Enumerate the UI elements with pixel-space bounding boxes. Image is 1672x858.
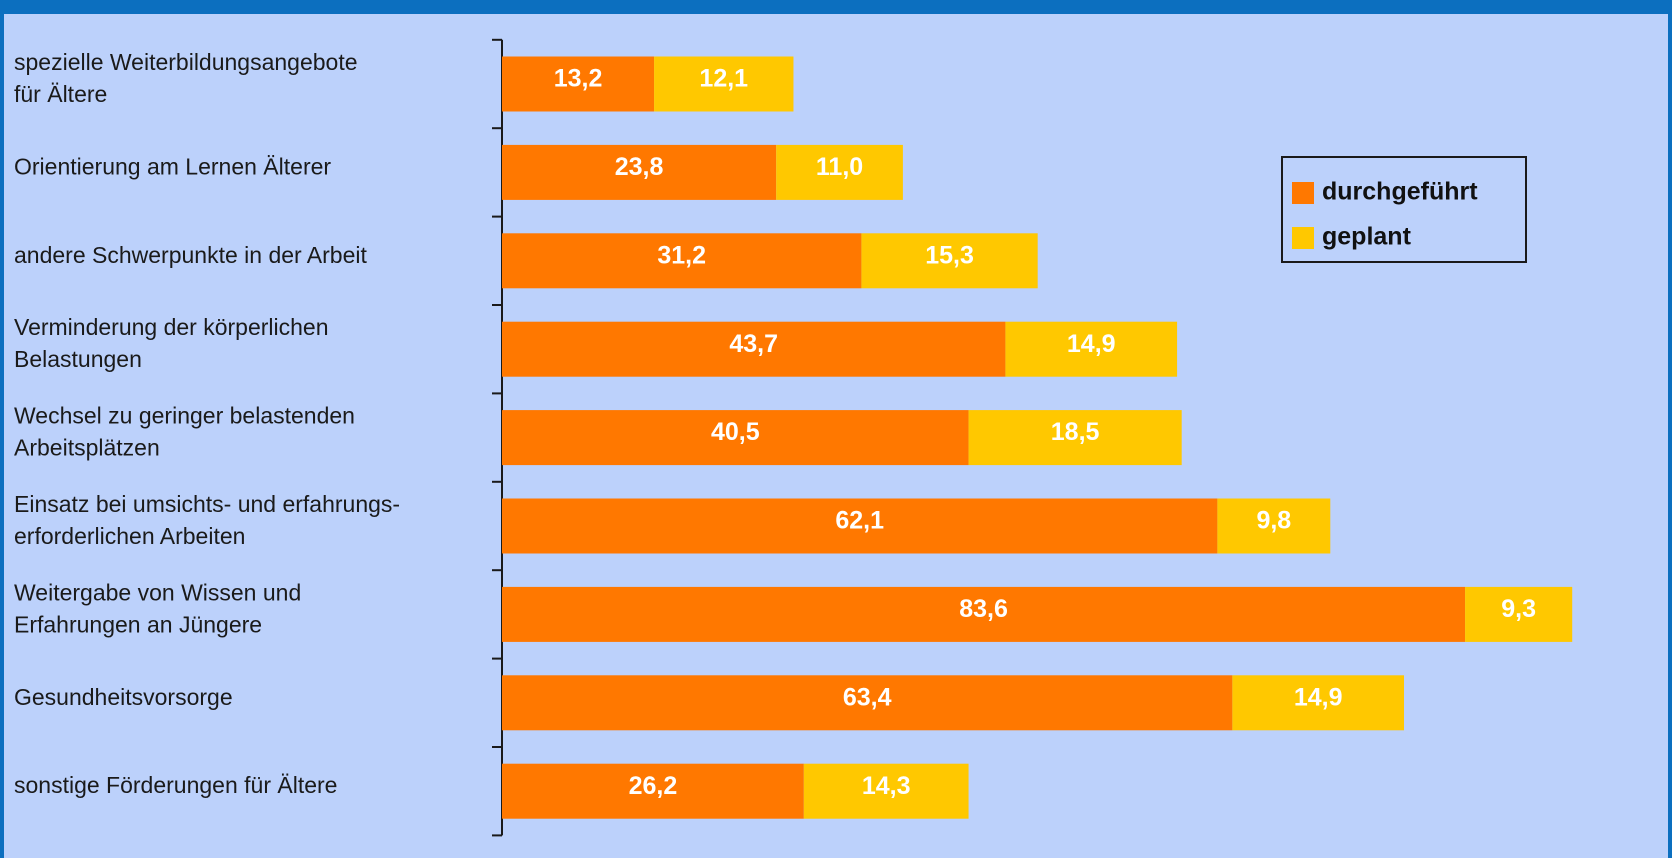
bar-durchgefuehrt	[502, 763, 804, 819]
data-label-durchgefuehrt: 31,2	[657, 241, 706, 269]
bar-durchgefuehrt	[502, 675, 1233, 731]
bar-geplant	[968, 410, 1182, 466]
data-label-durchgefuehrt: 83,6	[959, 595, 1008, 623]
data-label-geplant: 9,3	[1501, 595, 1536, 623]
legend-swatch	[1292, 182, 1314, 204]
data-label-geplant: 18,5	[1051, 418, 1100, 446]
legend-label: geplant	[1322, 223, 1412, 251]
bar-durchgefuehrt	[502, 233, 862, 289]
data-label-durchgefuehrt: 43,7	[729, 330, 778, 358]
category-label-line: Einsatz bei umsichts- und erfahrungs-	[14, 491, 400, 517]
category-label: Gesundheitsvorsorge	[14, 684, 233, 710]
category-label-line: Erfahrungen an Jüngere	[14, 611, 262, 637]
category-label: spezielle Weiterbildungsangebote für Älte…	[14, 49, 358, 107]
data-label-geplant: 11,0	[816, 153, 863, 181]
data-label-durchgefuehrt: 26,2	[629, 772, 678, 800]
bar-geplant	[776, 144, 903, 200]
category-label-line: erforderlichen Arbeiten	[14, 523, 245, 549]
data-label-geplant: 9,8	[1256, 507, 1291, 535]
category-label-line: spezielle Weiterbildungsangebote	[14, 49, 358, 75]
bar-geplant	[1005, 321, 1178, 377]
bar-durchgefuehrt	[502, 56, 655, 112]
legend-swatch	[1292, 227, 1314, 249]
data-label-geplant: 14,9	[1067, 330, 1116, 358]
bar-durchgefuehrt	[502, 144, 777, 200]
category-label-line: andere Schwerpunkte in der Arbeit	[14, 242, 367, 268]
bar-geplant	[1232, 675, 1405, 731]
category-label-line: Orientierung am Lernen Älterer	[14, 153, 331, 179]
data-label-durchgefuehrt: 63,4	[843, 683, 892, 711]
bar-geplant	[861, 233, 1038, 289]
bar-geplant	[654, 56, 794, 112]
category-label-line: sonstige Förderungen für Ältere	[14, 772, 337, 798]
legend-label: durchgeführt	[1322, 178, 1478, 206]
bar-geplant	[1217, 498, 1331, 554]
category-label: Einsatz bei umsichts- und erfahrungs-erf…	[14, 491, 400, 549]
data-label-durchgefuehrt: 23,8	[615, 153, 664, 181]
category-label: sonstige Förderungen für Ältere	[14, 772, 337, 798]
category-label: andere Schwerpunkte in der Arbeit	[14, 242, 367, 268]
data-label-geplant: 12,1	[699, 65, 748, 93]
data-label-geplant: 15,3	[925, 241, 974, 269]
bar-durchgefuehrt	[502, 586, 1466, 642]
bar-durchgefuehrt	[502, 321, 1006, 377]
bar-durchgefuehrt	[502, 410, 969, 466]
category-label-line: für Ältere	[14, 81, 107, 107]
category-label-line: Belastungen	[14, 346, 142, 372]
bar-geplant	[1465, 586, 1573, 642]
category-label-line: Verminderung der körperlichen	[14, 314, 329, 340]
category-label-line: Arbeitsplätzen	[14, 435, 160, 461]
category-label: Wechsel zu geringer belastenden Arbeitspl…	[14, 403, 355, 461]
data-label-durchgefuehrt: 13,2	[554, 65, 603, 93]
data-label-geplant: 14,9	[1294, 683, 1343, 711]
category-label: Weitergabe von Wissen und Erfahrungen an …	[14, 579, 301, 637]
data-label-durchgefuehrt: 40,5	[711, 418, 760, 446]
bar-durchgefuehrt	[502, 498, 1218, 554]
category-label-line: Weitergabe von Wissen und	[14, 579, 301, 605]
category-label-line: Gesundheitsvorsorge	[14, 684, 233, 710]
legend-box	[1281, 156, 1527, 263]
category-label-line: Wechsel zu geringer belastenden	[14, 403, 355, 429]
data-label-geplant: 14,3	[862, 772, 911, 800]
category-label: Verminderung der körperlichen Belastungen	[14, 314, 329, 372]
data-label-durchgefuehrt: 62,1	[835, 507, 884, 535]
bar-geplant	[803, 763, 969, 819]
category-label: Orientierung am Lernen Älterer	[14, 153, 331, 179]
